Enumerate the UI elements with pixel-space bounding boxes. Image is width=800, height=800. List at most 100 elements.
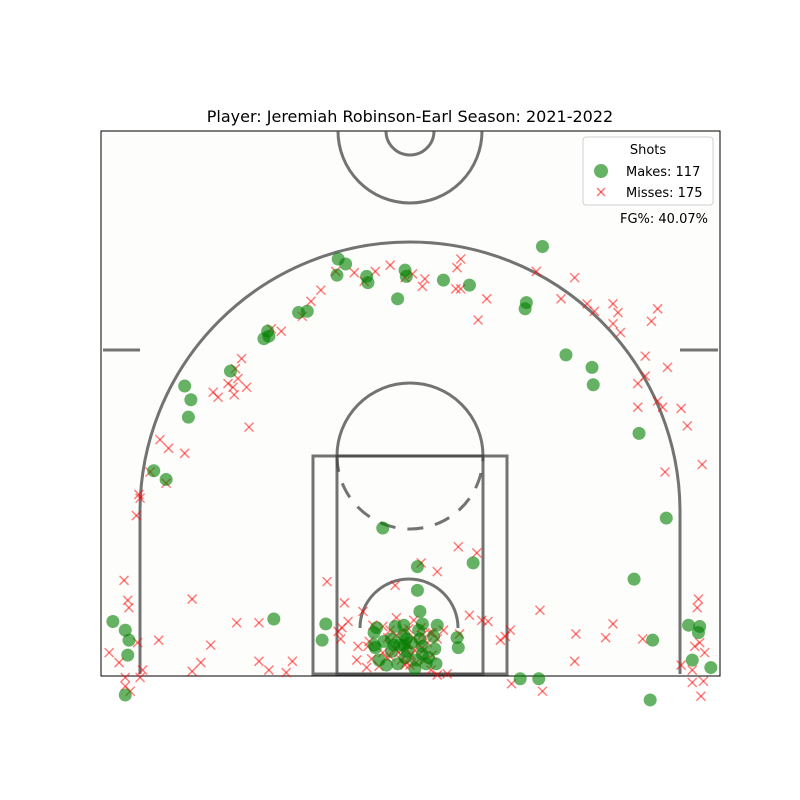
- make-marker: [466, 556, 480, 570]
- miss-marker: [417, 281, 428, 292]
- make-marker: [462, 278, 476, 292]
- make-marker: [178, 379, 192, 393]
- miss-marker: [589, 306, 600, 317]
- miss-marker: [569, 656, 580, 667]
- miss-marker: [698, 676, 709, 687]
- miss-marker: [244, 422, 255, 433]
- miss-marker: [104, 647, 115, 658]
- miss-marker: [455, 253, 466, 265]
- miss-marker: [281, 667, 292, 678]
- make-marker: [397, 618, 411, 632]
- make-marker: [106, 614, 120, 628]
- miss-marker: [646, 316, 657, 327]
- make-marker: [121, 648, 135, 662]
- miss-marker: [608, 298, 619, 309]
- miss-marker: [335, 633, 346, 644]
- miss-marker: [361, 662, 372, 673]
- make-marker: [513, 672, 527, 686]
- miss-marker: [471, 547, 482, 558]
- legend-misses-label: Misses: 175: [626, 186, 702, 201]
- miss-marker: [682, 420, 693, 431]
- make-marker: [410, 583, 424, 597]
- miss-marker: [689, 641, 700, 652]
- make-marker: [659, 511, 673, 525]
- make-marker: [450, 631, 464, 645]
- miss-marker: [452, 262, 463, 273]
- miss-marker: [652, 303, 663, 314]
- make-marker: [122, 633, 136, 647]
- miss-marker: [612, 307, 624, 318]
- miss-marker: [687, 665, 698, 676]
- miss-marker: [118, 575, 130, 586]
- miss-marker: [569, 272, 580, 283]
- make-marker: [319, 617, 333, 631]
- make-marker: [387, 638, 401, 652]
- make-marker: [535, 240, 549, 254]
- miss-marker: [531, 266, 542, 277]
- miss-marker: [432, 670, 443, 681]
- miss-marker: [253, 617, 264, 628]
- miss-marker: [241, 382, 252, 393]
- miss-marker: [315, 285, 326, 296]
- miss-marker: [600, 632, 611, 643]
- make-marker: [704, 661, 718, 675]
- miss-marker: [608, 618, 619, 629]
- miss-marker: [505, 625, 516, 636]
- miss-marker: [208, 387, 219, 398]
- center-circle-inner: [384, 130, 436, 157]
- make-marker: [585, 360, 599, 374]
- make-marker: [262, 329, 276, 343]
- miss-marker: [305, 296, 316, 307]
- make-marker: [223, 364, 237, 378]
- make-marker: [646, 633, 660, 647]
- miss-marker: [608, 318, 619, 329]
- free-throw-circle-bottom: [335, 455, 485, 531]
- make-marker: [415, 639, 429, 653]
- make-marker: [339, 257, 353, 271]
- make-marker: [367, 638, 381, 652]
- make-marker: [427, 629, 441, 643]
- make-marker: [147, 464, 161, 478]
- make-marker: [451, 641, 465, 655]
- make-marker: [184, 393, 198, 407]
- miss-marker: [659, 466, 671, 478]
- make-marker: [532, 672, 546, 686]
- miss-marker: [229, 389, 240, 400]
- miss-marker: [137, 665, 148, 676]
- miss-marker: [390, 580, 401, 591]
- miss-marker: [187, 594, 198, 605]
- miss-marker: [263, 665, 274, 676]
- miss-marker: [615, 327, 626, 338]
- miss-marker: [632, 402, 643, 413]
- miss-marker: [135, 493, 146, 504]
- miss-marker: [349, 267, 360, 278]
- miss-marker: [123, 602, 135, 613]
- miss-marker: [495, 635, 506, 646]
- miss-marker: [481, 293, 492, 304]
- miss-marker: [351, 655, 362, 666]
- miss-marker: [632, 378, 643, 389]
- legend-misses-marker: [596, 187, 606, 197]
- make-marker: [159, 472, 173, 486]
- miss-marker: [287, 656, 298, 667]
- make-marker: [586, 378, 600, 392]
- make-marker: [559, 348, 573, 362]
- miss-marker: [694, 637, 705, 648]
- miss-marker: [205, 640, 216, 651]
- make-marker: [429, 657, 443, 671]
- make-marker: [315, 633, 329, 647]
- miss-marker: [222, 378, 234, 389]
- miss-marker: [687, 677, 698, 688]
- miss-marker: [450, 283, 461, 294]
- make-marker: [391, 292, 405, 306]
- legend-makes-label: Makes: 117: [626, 165, 700, 180]
- miss-marker: [154, 434, 165, 445]
- miss-marker: [500, 631, 511, 642]
- miss-marker: [253, 656, 264, 667]
- make-marker: [376, 521, 390, 535]
- make-marker: [118, 623, 132, 637]
- legend: Shots Makes: 117 Misses: 175: [582, 136, 714, 206]
- miss-marker: [179, 448, 190, 459]
- lane-inner: [335, 454, 485, 676]
- make-marker: [372, 653, 386, 667]
